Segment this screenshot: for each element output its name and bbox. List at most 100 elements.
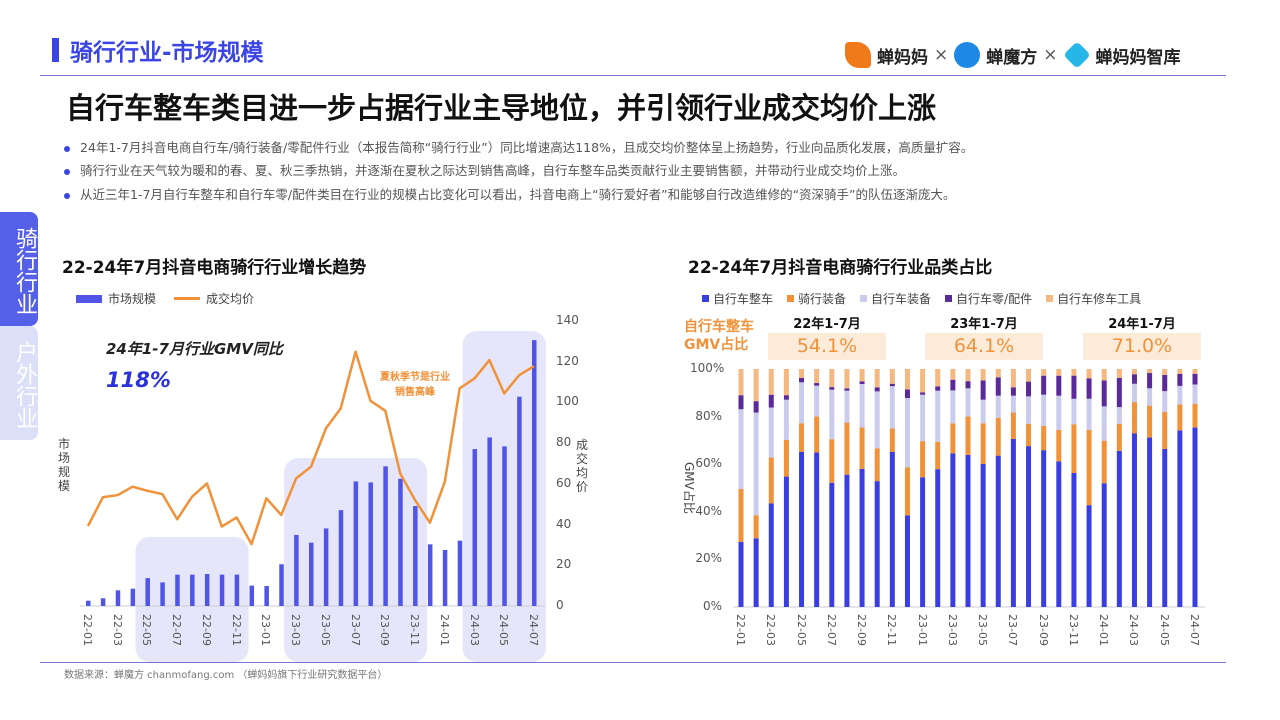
separator: × [1043, 45, 1058, 65]
segment-自行车零/配件 [1010, 387, 1016, 396]
segment-自行车零/配件 [1101, 380, 1107, 407]
segment-自行车整车 [995, 455, 1001, 607]
segment-自行车零/配件 [874, 387, 880, 392]
y-tick-label: 80% [695, 408, 722, 423]
legend-label: 市场规模 [108, 292, 157, 306]
bar-23-01 [264, 586, 269, 606]
segment-自行车零/配件 [1192, 373, 1198, 385]
segment-自行车整车 [753, 538, 759, 607]
group-label: 23年1-7月 [950, 317, 1018, 332]
segment-自行车整车 [1010, 438, 1016, 607]
segment-自行车零/配件 [1056, 375, 1062, 396]
legend-swatch [860, 295, 868, 302]
segment-骑行装备 [950, 423, 956, 454]
x-tick-label: 22-01 [81, 614, 94, 646]
segment-骑行装备 [889, 428, 895, 452]
segment-自行车零/配件 [1131, 374, 1137, 384]
segment-骑行装备 [1056, 429, 1062, 462]
segment-自行车装备 [920, 394, 926, 442]
segment-自行车整车 [859, 468, 865, 607]
segment-自行车装备 [995, 395, 1001, 419]
segment-自行车整车 [1131, 433, 1137, 607]
x-tick-label: 23-03 [945, 614, 959, 646]
bar-22-07 [175, 574, 180, 606]
segment-自行车零/配件 [753, 401, 759, 413]
segment-自行车零/配件 [859, 381, 865, 384]
y-tick-label: 40% [695, 503, 722, 518]
segment-自行车装备 [965, 388, 971, 417]
data-source: 数据来源：蝉魔方 chanmofang.com （蝉妈妈旗下行业研究数据平台） [64, 670, 388, 681]
segment-自行车装备 [904, 398, 910, 468]
segment-自行车修车工具 [935, 369, 941, 387]
logo-text-chanmofang: 蝉魔方 [986, 47, 1038, 68]
segment-自行车整车 [844, 474, 850, 607]
legend-label: 自行车零/配件 [956, 292, 1033, 306]
segment-自行车零/配件 [995, 377, 1001, 396]
x-tick-label: 23-05 [318, 614, 332, 646]
side-tab-outdoor[interactable]: 户外行业 [0, 326, 38, 440]
logo-text-chanmama: 蝉妈妈 [877, 47, 928, 68]
side-tab-cycling[interactable]: 骑行行业 [0, 212, 38, 326]
segment-自行车整车 [1056, 461, 1062, 607]
segment-自行车修车工具 [799, 369, 805, 378]
segment-自行车修车工具 [1162, 369, 1168, 375]
y-tick-label: 100% [690, 361, 725, 375]
bar-23-08 [368, 482, 373, 606]
segment-自行车整车 [920, 477, 926, 607]
segment-自行车装备 [1162, 391, 1168, 412]
segment-自行车装备 [1101, 406, 1107, 441]
group-share-value: 64.1% [925, 333, 1043, 360]
segment-自行车零/配件 [1147, 373, 1153, 389]
segment-自行车修车工具 [844, 369, 850, 389]
segment-自行车修车工具 [1131, 369, 1137, 375]
segment-自行车修车工具 [1147, 369, 1153, 374]
x-tick-label: 23-01 [259, 614, 273, 646]
group-share-value: 54.1% [768, 333, 886, 360]
segment-自行车零/配件 [844, 388, 850, 391]
segment-自行车零/配件 [1177, 373, 1183, 386]
footer-divider [40, 662, 1226, 663]
segment-骑行装备 [1026, 423, 1032, 447]
segment-自行车零/配件 [1162, 374, 1168, 392]
gmv-yoy-label: 24年1-7月行业GMV同比 [106, 340, 283, 358]
segment-骑行装备 [1177, 404, 1183, 431]
segment-自行车修车工具 [965, 369, 971, 382]
segment-自行车装备 [1010, 395, 1016, 413]
legend-label: 自行车修车工具 [1057, 292, 1142, 306]
segment-自行车修车工具 [859, 369, 865, 382]
x-tick-label: 24-01 [1097, 614, 1111, 646]
bar-22-06 [160, 582, 165, 606]
y-tick-label: 0% [702, 599, 722, 613]
segment-自行车装备 [1177, 385, 1183, 405]
left-chart [80, 331, 546, 662]
legend-swatch-line [174, 297, 201, 300]
bar-22-02 [100, 598, 106, 606]
segment-自行车整车 [814, 452, 820, 607]
legend-swatch [787, 295, 795, 302]
segment-自行车装备 [950, 390, 956, 424]
segment-自行车装备 [1116, 407, 1122, 424]
segment-自行车修车工具 [904, 369, 910, 390]
legend-swatch [945, 295, 953, 302]
headline: 自行车整车类目进一步占据行业主导地位，并引领行业成交均价上涨 [66, 91, 937, 125]
segment-自行车整车 [783, 476, 789, 607]
segment-自行车修车工具 [1101, 369, 1107, 381]
bar-22-09 [204, 574, 210, 606]
segment-自行车装备 [1131, 383, 1137, 403]
x-tick-label: 22-09 [855, 614, 869, 646]
segment-骑行装备 [859, 427, 865, 469]
x-tick-label: 22-03 [764, 614, 778, 646]
segment-自行车零/配件 [1071, 375, 1077, 399]
bar-23-12 [427, 544, 433, 606]
legend-label: 骑行装备 [798, 292, 847, 306]
segment-自行车零/配件 [1086, 378, 1092, 399]
segment-骑行装备 [1041, 425, 1047, 451]
chanmofang-logo-icon [954, 42, 981, 68]
peak-annotation: 夏秋季节是行业 销售高峰 [380, 372, 450, 398]
bar-22-04 [130, 588, 136, 606]
x-tick-label: 23-07 [1006, 614, 1020, 646]
segment-骑行装备 [1101, 440, 1107, 484]
legend-label: 自行车装备 [871, 292, 932, 306]
segment-骑行装备 [874, 448, 880, 482]
segment-自行车零/配件 [814, 383, 820, 386]
